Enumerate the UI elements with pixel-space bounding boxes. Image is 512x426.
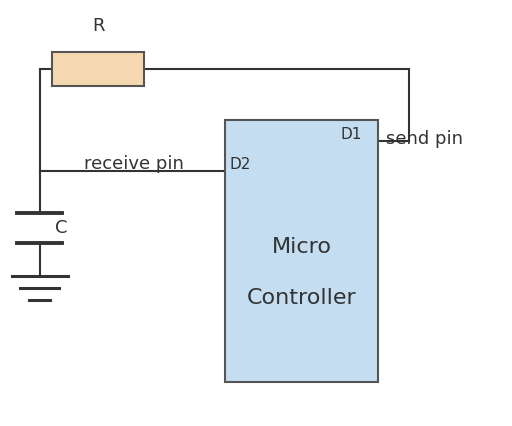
Bar: [225, 120, 378, 382]
Text: Controller: Controller: [247, 288, 357, 308]
Text: D1: D1: [340, 127, 361, 142]
Text: D2: D2: [229, 157, 251, 172]
Bar: [52, 52, 144, 86]
Text: C: C: [55, 219, 68, 237]
Text: receive pin: receive pin: [84, 155, 184, 173]
Text: send pin: send pin: [386, 130, 463, 148]
Text: R: R: [92, 17, 104, 35]
Text: Micro: Micro: [272, 237, 332, 257]
